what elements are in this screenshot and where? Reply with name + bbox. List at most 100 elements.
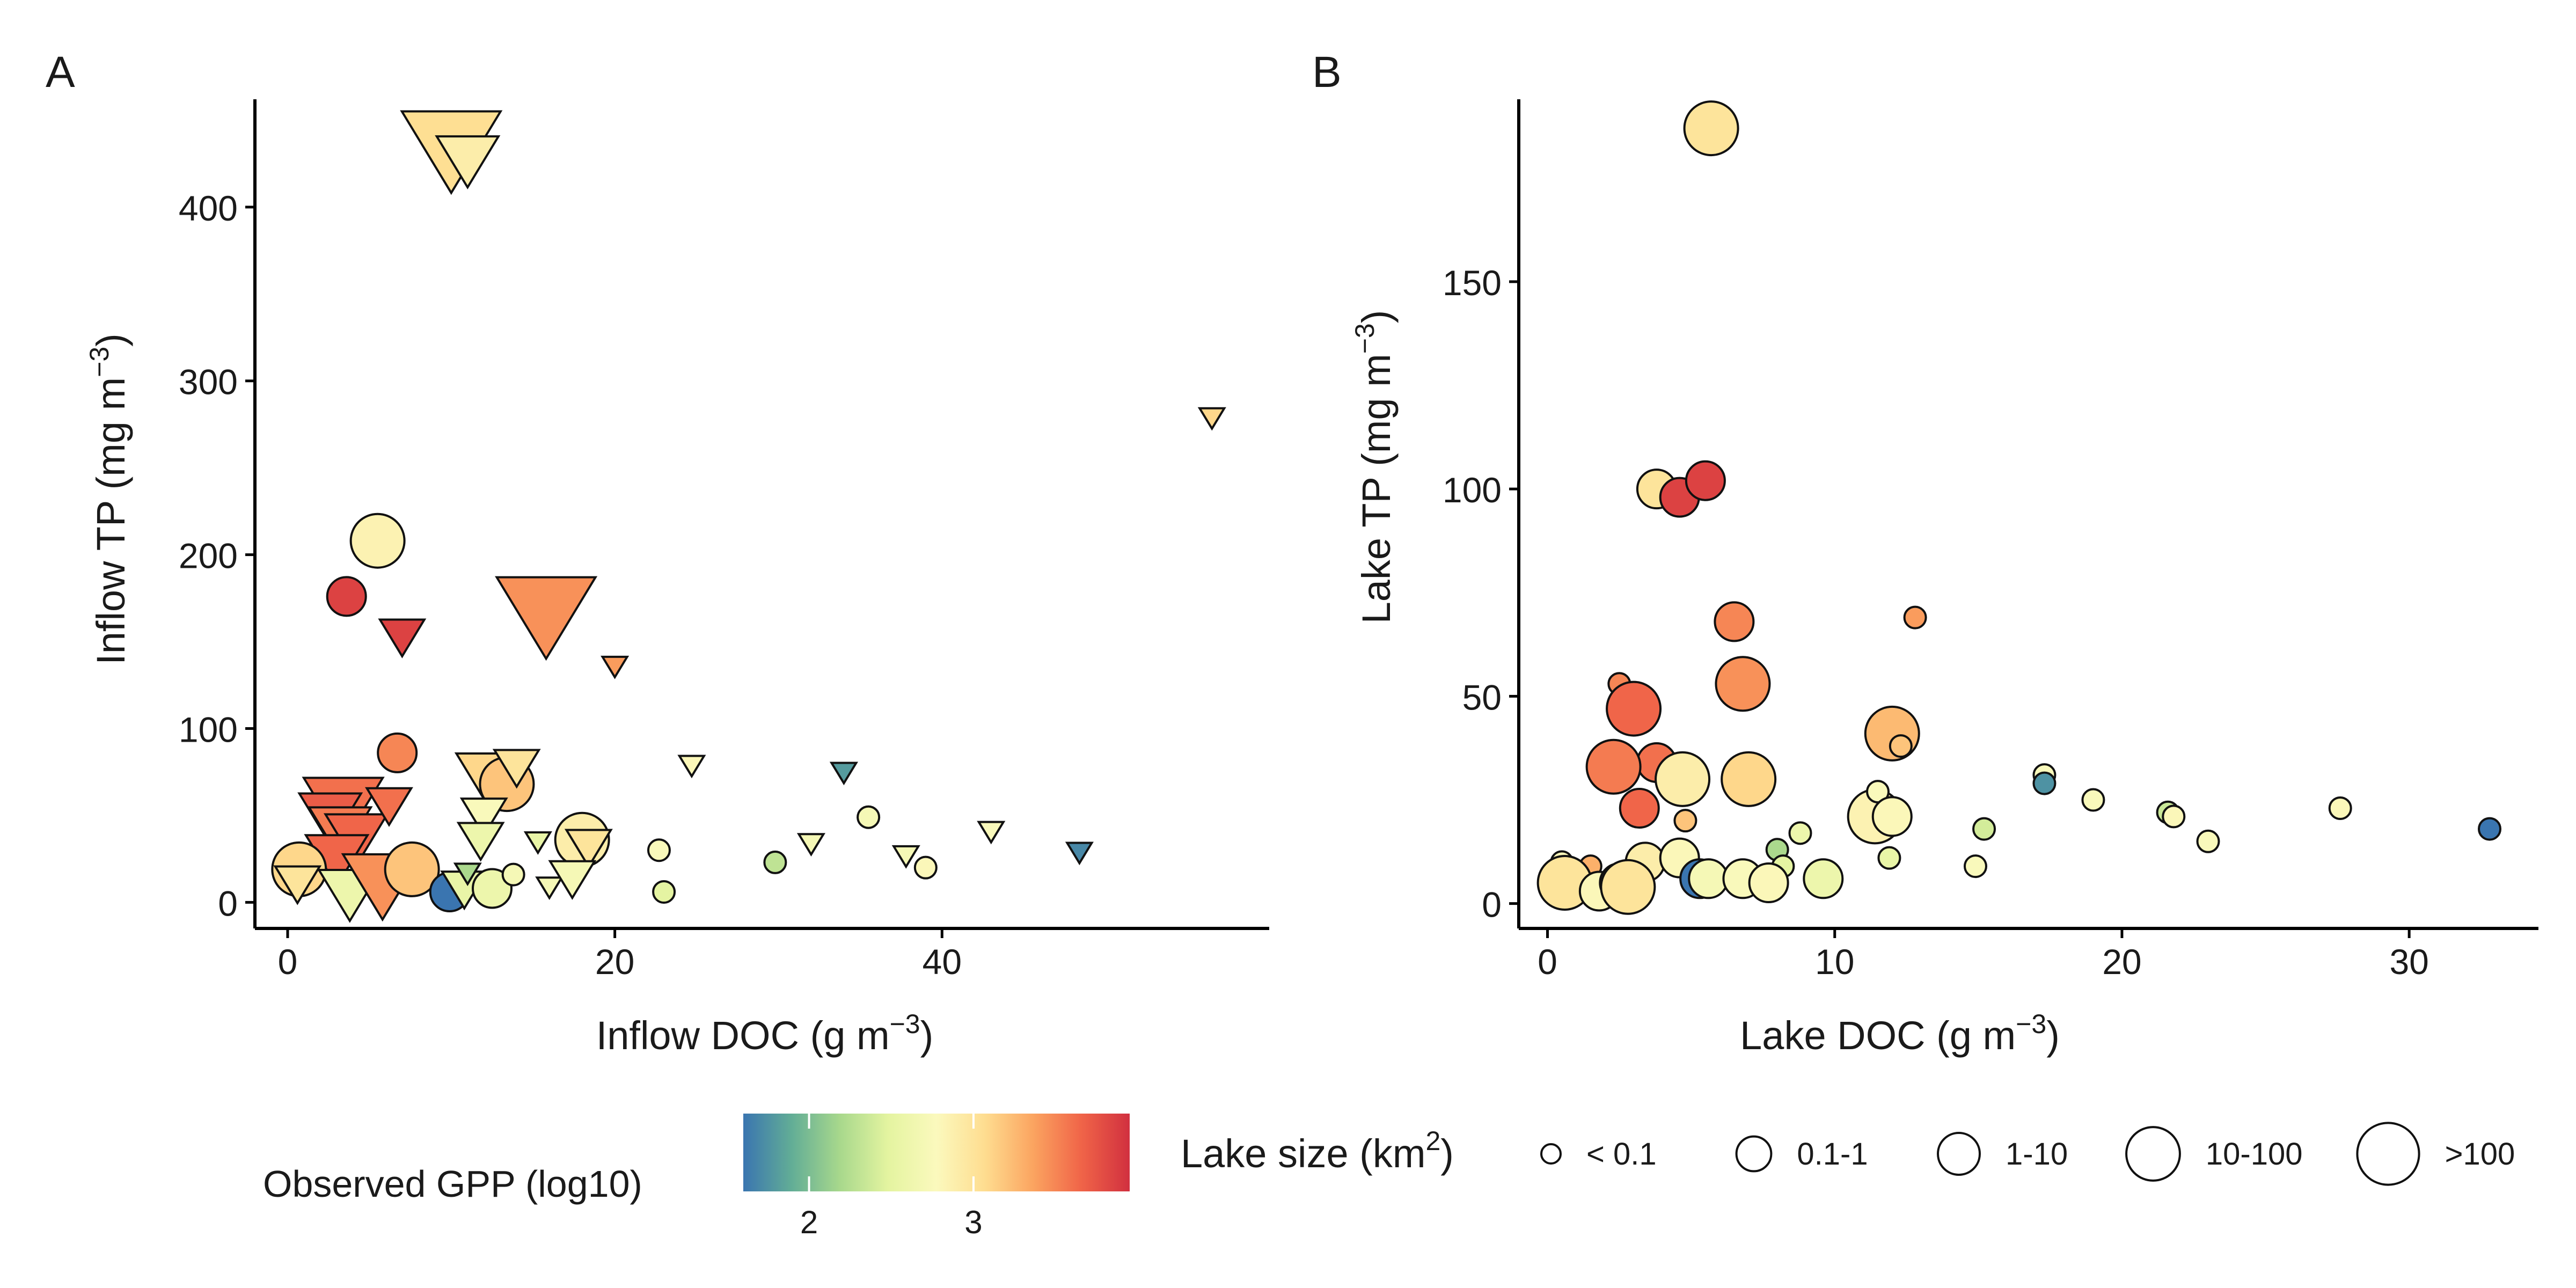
color-bar [743, 1114, 1130, 1191]
panel-a-x-label-close: ) [920, 1013, 934, 1058]
panel-b-label: B [1312, 48, 1342, 97]
panel-a-y-tick-label: 300 [179, 362, 238, 402]
data-point-triangle [365, 787, 413, 827]
size-legend-circle [1937, 1132, 1981, 1176]
size-legend-circle [2356, 1122, 2420, 1186]
panel-a-label: A [46, 48, 75, 97]
data-point-circle [913, 855, 938, 880]
data-point-circle [1972, 817, 1996, 841]
panel-b-axes: 0 50 100 150 0 10 20 30 [1443, 99, 2538, 982]
color-legend-title: Observed GPP (log10) [263, 1163, 642, 1205]
panel-b-y-tick-label: 100 [1443, 470, 1502, 510]
panel-b-y-tick-label: 0 [1482, 885, 1502, 925]
data-point-circle [349, 513, 406, 569]
data-point-circle [1748, 862, 1789, 904]
data-point-triangle [829, 762, 858, 786]
size-legend-circle [1735, 1135, 1773, 1173]
data-point-circle [1600, 859, 1656, 915]
data-point-circle [763, 850, 787, 874]
panel-a-x-tick-label: 0 [278, 942, 298, 982]
panel-b-x-axis-label: Lake DOC (g m−3) [1740, 1009, 2060, 1058]
data-point-triangle [453, 862, 482, 887]
panel-b-y-label-close: ) [1354, 310, 1399, 324]
size-legend-label: 0.1-1 [1797, 1137, 1868, 1172]
data-point-triangle [677, 755, 706, 779]
data-point-circle [857, 805, 881, 829]
panel-b-x-tick-label: 30 [2389, 942, 2428, 982]
data-point-circle [1585, 738, 1642, 795]
size-legend-label: 10-100 [2206, 1137, 2303, 1172]
data-point-triangle [378, 618, 427, 658]
data-point-circle [472, 868, 513, 909]
data-point-circle [2478, 817, 2502, 841]
data-point-circle [2162, 804, 2186, 829]
data-point-triangle [459, 797, 508, 838]
data-point-triangle [891, 845, 920, 869]
data-point-triangle [535, 876, 564, 901]
data-point-circle [1683, 100, 1739, 157]
panel-b-y-label-exponent: −3 [1350, 323, 1380, 354]
panel-a-x-axis-label: Inflow DOC (g m−3) [596, 1009, 934, 1058]
data-point-circle [384, 841, 440, 897]
panel-a-y-label-text: Inflow TP (mg m [89, 377, 133, 665]
panel-b-x-tick-label: 10 [1815, 942, 1854, 982]
panel-b-y-tick-label: 150 [1443, 263, 1502, 303]
panel-a-points [271, 110, 1226, 923]
panel-a-y-label-close: ) [89, 333, 133, 347]
size-legend-title: Lake size (km2) [1181, 1126, 1454, 1176]
size-legend-items: < 0.1 0.1-1 1-10 10-100 >100 [1540, 1122, 2515, 1186]
data-point-circle [1714, 601, 1755, 642]
data-point-circle [501, 862, 525, 887]
data-point-triangle [435, 135, 501, 189]
data-point-triangle [1197, 407, 1226, 431]
color-bar-tick-label: 2 [800, 1204, 818, 1240]
data-point-circle [1721, 751, 1777, 807]
data-point-triangle [523, 831, 552, 855]
panel-b-x-tick-label: 20 [2102, 942, 2141, 982]
data-point-triangle [601, 655, 630, 679]
data-point-circle [652, 880, 676, 904]
data-point-triangle [796, 833, 826, 857]
data-point-circle [647, 838, 671, 862]
data-point-circle [2196, 829, 2220, 853]
panel-b-points [1536, 100, 2502, 915]
panel-a-y-tick-label: 400 [179, 188, 238, 228]
panel-b-x-tick-label: 0 [1538, 942, 1557, 982]
size-legend-circle [2125, 1126, 2181, 1182]
size-legend-title-exponent: 2 [1425, 1126, 1440, 1156]
data-point-triangle [495, 576, 598, 661]
data-point-triangle [273, 865, 322, 905]
data-point-circle [1619, 787, 1660, 829]
panel-a-y-tick-label: 100 [179, 710, 238, 750]
size-legend-circle [1540, 1143, 1562, 1165]
panel-a-x-label-text: Inflow DOC (g m [596, 1013, 890, 1058]
panel-a-y-label-exponent: −3 [84, 347, 114, 377]
size-legend-title-text: Lake size (km [1181, 1131, 1425, 1176]
data-point-circle [377, 732, 418, 773]
panel-b-x-label-exponent: −3 [2016, 1009, 2046, 1039]
data-point-triangle [564, 829, 613, 869]
data-point-triangle [977, 821, 1006, 845]
data-point-triangle [548, 860, 597, 900]
panel-a-axes: 0 100 200 300 400 0 20 40 [179, 99, 1269, 982]
data-point-circle [1673, 809, 1697, 833]
data-point-circle [1788, 821, 1812, 845]
panel-a-y-tick-label: 0 [218, 883, 238, 923]
panel-b-y-axis-label: Lake TP (mg m−3) [1350, 310, 1399, 624]
panel-b-y-label-text: Lake TP (mg m [1354, 354, 1399, 624]
data-point-circle [1889, 734, 1913, 758]
data-point-circle [326, 576, 367, 617]
data-point-circle [1903, 605, 1927, 630]
size-legend-label: < 0.1 [1586, 1137, 1657, 1172]
data-point-circle [1871, 796, 1913, 837]
color-bar-tick-label: 3 [964, 1204, 982, 1240]
data-point-circle [1715, 656, 1771, 712]
panel-b-x-label-close: ) [2046, 1013, 2060, 1058]
data-point-circle [1963, 854, 1987, 879]
panel-a-y-tick-label: 200 [179, 536, 238, 576]
data-point-circle [1803, 858, 1844, 899]
